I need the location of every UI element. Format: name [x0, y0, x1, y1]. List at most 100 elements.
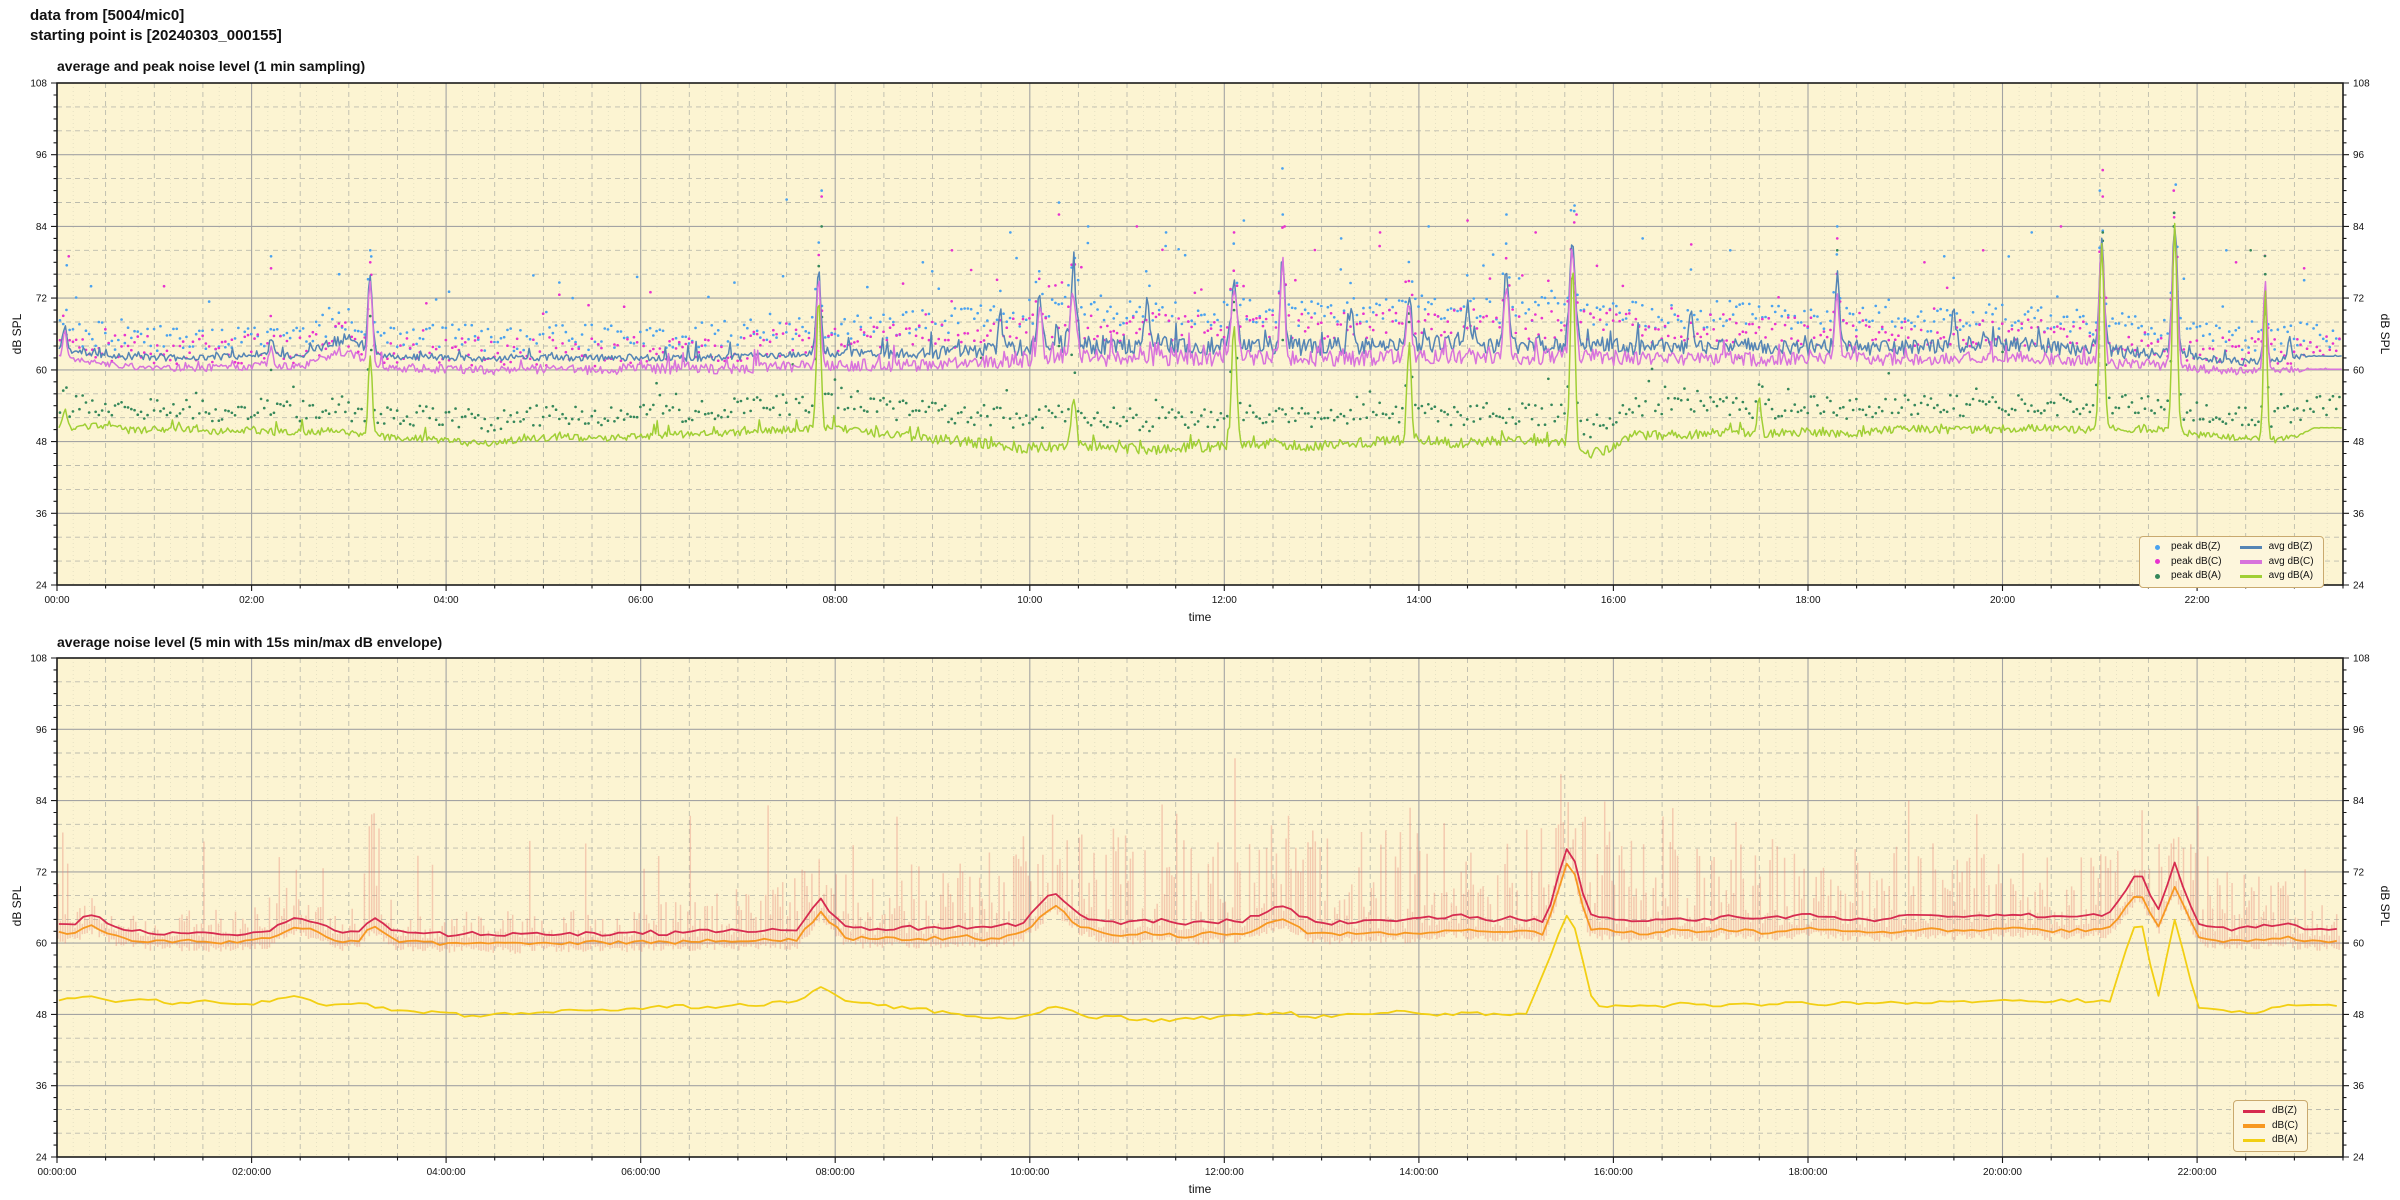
- series-db-c-: [58, 862, 2337, 946]
- svg-text:24: 24: [36, 581, 48, 592]
- grid-minor: [57, 658, 2343, 1157]
- scatter-peak-db-a-: [58, 211, 2341, 439]
- svg-text:60: 60: [36, 939, 48, 950]
- svg-text:22:00: 22:00: [2185, 595, 2210, 606]
- legend-item-dbc: dB(C): [2243, 1119, 2298, 1134]
- legend-label: avg dB(C): [2268, 555, 2314, 567]
- svg-text:36: 36: [36, 509, 48, 520]
- svg-text:72: 72: [36, 867, 48, 878]
- series-avg-db-z-: [58, 226, 2342, 367]
- grid-major: [57, 658, 2343, 1157]
- peak-dbz-marker-icon: [2155, 544, 2160, 550]
- svg-text:12:00: 12:00: [1212, 595, 1237, 606]
- legend-label: avg dB(Z): [2268, 541, 2313, 552]
- svg-text:60: 60: [2353, 939, 2365, 950]
- chart2-xlabel: time: [1188, 1182, 1212, 1196]
- legend-item-peak-dbc: peak dB(C): [2149, 555, 2222, 570]
- svg-text:108: 108: [2353, 79, 2370, 90]
- grid-minor: [57, 83, 2343, 585]
- svg-text:12:00:00: 12:00:00: [1205, 1167, 1244, 1178]
- legend-label: avg dB(A): [2268, 570, 2314, 581]
- chart1-title: average and peak noise level (1 min samp…: [57, 58, 366, 74]
- svg-text:20:00:00: 20:00:00: [1983, 1167, 2022, 1178]
- legend-label: dB(C): [2272, 1119, 2299, 1131]
- tick-labels: 00:00 02:00 04:00 06:00 08:00 10:00 12:00 14:00…: [30, 79, 2370, 607]
- chart2-title: average noise level (5 min with 15s min/…: [57, 634, 443, 650]
- svg-text:10:00:00: 10:00:00: [1010, 1167, 1049, 1178]
- svg-text:08:00: 08:00: [823, 595, 848, 606]
- avg-dbz-marker-icon: [2239, 545, 2262, 549]
- chart2-ylabel-left: dB SPL: [10, 885, 24, 927]
- chart2-ylabel-right: dB SPL: [2378, 885, 2392, 927]
- svg-text:36: 36: [2353, 509, 2365, 520]
- svg-text:02:00:00: 02:00:00: [232, 1167, 271, 1178]
- chart1-ylabel-left: dB SPL: [10, 313, 24, 355]
- peak-dba-marker-icon: [2155, 573, 2160, 579]
- legend-label: peak dB(C): [2171, 555, 2222, 567]
- figure-header: data from [5004/mic0] starting point is …: [30, 6, 282, 45]
- svg-text:16:00: 16:00: [1601, 595, 1626, 606]
- legend-item-peak-dba: peak dB(A): [2149, 569, 2222, 584]
- dbz-marker-icon: [2243, 1109, 2265, 1113]
- chart2-canvas: 00:00:00 02:00:00 04:00:00 06:00:00 08:00:00…: [30, 654, 2370, 1179]
- svg-text:36: 36: [36, 1081, 48, 1092]
- svg-text:06:00:00: 06:00:00: [621, 1167, 660, 1178]
- svg-text:48: 48: [36, 437, 48, 448]
- svg-text:84: 84: [2353, 796, 2365, 807]
- avg-dba-marker-icon: [2239, 574, 2262, 578]
- svg-text:72: 72: [2353, 294, 2365, 305]
- series-db-z-: [58, 848, 2337, 938]
- svg-text:18:00:00: 18:00:00: [1789, 1167, 1828, 1178]
- svg-text:60: 60: [2353, 365, 2365, 376]
- svg-text:96: 96: [2353, 725, 2365, 736]
- svg-text:108: 108: [30, 79, 47, 90]
- legend-item-peak-dbz: peak dB(Z): [2149, 540, 2222, 555]
- svg-text:24: 24: [2353, 581, 2365, 592]
- legend-item-dbz: dB(Z): [2243, 1104, 2298, 1119]
- chart1-xlabel: time: [1188, 610, 1212, 624]
- svg-text:04:00:00: 04:00:00: [427, 1167, 466, 1178]
- legend-label: dB(Z): [2272, 1105, 2297, 1116]
- svg-text:18:00: 18:00: [1795, 595, 1820, 606]
- legend-label: peak dB(Z): [2171, 541, 2221, 552]
- series-db-a-: [58, 914, 2337, 1023]
- plot-background: [57, 83, 2343, 585]
- header-line-1: data from [5004/mic0]: [30, 7, 185, 24]
- svg-text:84: 84: [36, 222, 48, 233]
- peak-dbc-marker-icon: [2155, 559, 2160, 565]
- avg-dbc-marker-icon: [2239, 560, 2262, 564]
- legend-item-avg-dba: avg dB(A): [2239, 569, 2314, 584]
- svg-text:00:00:00: 00:00:00: [38, 1167, 77, 1178]
- svg-text:96: 96: [2353, 150, 2365, 161]
- header-line-2: starting point is [20240303_000155]: [30, 26, 282, 44]
- svg-text:16:00:00: 16:00:00: [1594, 1167, 1633, 1178]
- series-avg-db-c-: [58, 228, 2342, 376]
- scatter-peak-db-c-: [58, 168, 2341, 368]
- tick-labels: 00:00:00 02:00:00 04:00:00 06:00:00 08:00:00…: [30, 654, 2370, 1179]
- chart1-ylabel-right: dB SPL: [2378, 313, 2392, 355]
- axis-ticks: [51, 657, 2349, 1163]
- svg-text:96: 96: [36, 150, 48, 161]
- dbc-marker-icon: [2243, 1124, 2265, 1128]
- svg-text:48: 48: [36, 1010, 48, 1021]
- svg-text:24: 24: [36, 1153, 48, 1164]
- scatter-peak-db-z-: [58, 167, 2341, 353]
- svg-text:14:00: 14:00: [1406, 595, 1431, 606]
- svg-text:108: 108: [30, 654, 47, 665]
- plot-background: [57, 658, 2343, 1157]
- series-avg-db-a-: [58, 222, 2342, 459]
- svg-text:14:00:00: 14:00:00: [1399, 1167, 1438, 1178]
- svg-text:72: 72: [2353, 867, 2365, 878]
- legend-item-avg-dbz: avg dB(Z): [2239, 540, 2314, 555]
- svg-text:36: 36: [2353, 1081, 2365, 1092]
- chart1-canvas: 00:00 02:00 04:00 06:00 08:00 10:00 12:00 14:00…: [30, 79, 2370, 607]
- svg-text:48: 48: [2353, 1010, 2365, 1021]
- legend-label: dB(A): [2272, 1134, 2298, 1145]
- svg-text:08:00:00: 08:00:00: [816, 1167, 855, 1178]
- svg-text:02:00: 02:00: [239, 595, 264, 606]
- svg-text:84: 84: [36, 796, 48, 807]
- svg-text:06:00: 06:00: [628, 595, 653, 606]
- svg-text:24: 24: [2353, 1153, 2365, 1164]
- svg-text:10:00: 10:00: [1017, 595, 1042, 606]
